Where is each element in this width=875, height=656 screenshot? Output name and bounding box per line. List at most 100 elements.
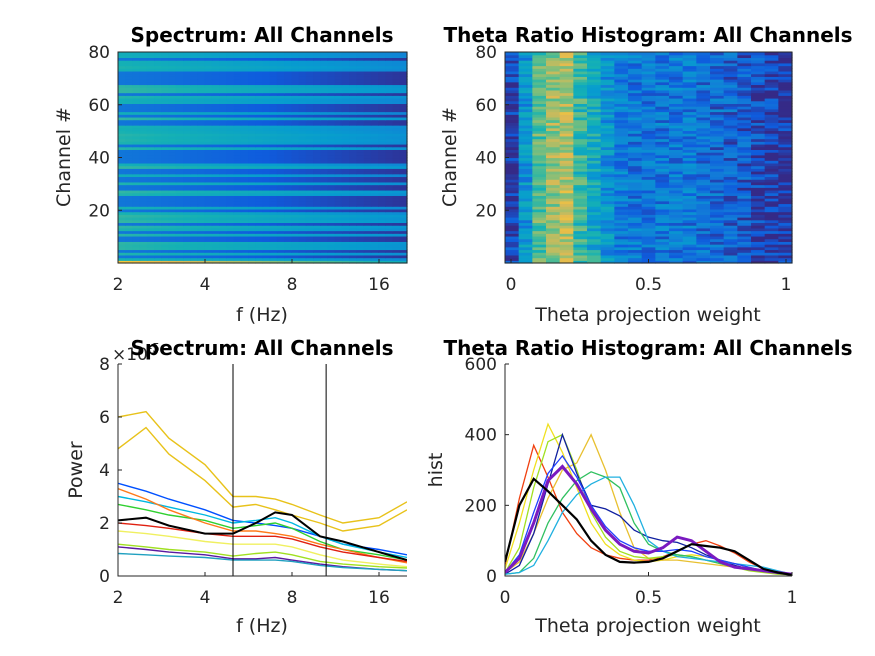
heatmap-cell xyxy=(385,143,394,148)
heatmap-cell xyxy=(233,154,242,159)
heatmap-cell xyxy=(710,160,725,164)
heatmap-cell xyxy=(146,162,155,167)
heatmap-cell xyxy=(778,79,793,83)
heatmap-cell xyxy=(696,195,711,199)
heatmap-cell xyxy=(154,192,162,196)
heatmap-cell xyxy=(723,157,738,161)
heatmap-cell xyxy=(710,87,725,91)
heatmap-cell xyxy=(349,84,358,88)
heatmap-cell xyxy=(175,154,184,159)
heatmap-cell xyxy=(233,238,242,242)
heatmap-cell xyxy=(392,100,401,104)
heatmap-cell xyxy=(204,95,213,99)
heatmap-cell xyxy=(334,81,343,86)
heatmap-cell xyxy=(262,171,271,175)
heatmap-cell xyxy=(385,162,394,167)
heatmap-cell xyxy=(723,203,738,207)
heatmap-cell xyxy=(370,89,379,94)
heatmap-cell xyxy=(313,68,321,72)
heatmap-cell xyxy=(641,92,656,96)
heatmap-cell xyxy=(320,187,329,191)
heatmap-cell xyxy=(327,214,336,218)
heatmap-cell xyxy=(669,141,684,145)
heatmap-cell xyxy=(778,52,793,56)
heatmap-cell xyxy=(168,165,177,169)
heatmap-cell xyxy=(696,95,711,99)
heatmap-cell xyxy=(204,195,213,199)
heatmap-cell xyxy=(723,187,738,191)
heatmap-cell xyxy=(211,76,220,80)
heatmap-cell xyxy=(334,127,343,132)
heatmap-cell xyxy=(587,230,602,234)
heatmap-cell xyxy=(204,114,213,118)
heatmap-cell xyxy=(276,108,285,113)
heatmap-cell xyxy=(573,68,588,72)
heatmap-cell xyxy=(291,254,300,259)
heatmap-cell xyxy=(614,70,629,75)
heatmap-cell xyxy=(356,254,365,259)
heatmap-cell xyxy=(211,127,220,132)
heatmap-cell xyxy=(764,200,779,205)
heatmap-cell xyxy=(255,89,264,94)
heatmap-cell xyxy=(764,187,779,191)
heatmap-cell xyxy=(255,173,264,178)
heatmap-cell xyxy=(385,70,394,75)
heatmap-cell xyxy=(139,214,148,218)
heatmap-cell xyxy=(349,214,358,218)
heatmap-cell xyxy=(269,233,278,237)
heatmap-cell xyxy=(573,141,588,145)
heatmap-cell xyxy=(628,254,643,259)
heatmap-cell xyxy=(298,187,307,191)
heatmap-cell xyxy=(655,92,670,96)
heatmap-cell xyxy=(298,189,307,194)
series-line-blue-main xyxy=(505,454,792,575)
heatmap-cell xyxy=(197,162,206,167)
heatmap-cell xyxy=(248,249,256,253)
heatmap-cell xyxy=(587,70,602,75)
heatmap-cell xyxy=(737,211,752,215)
heatmap-cell xyxy=(262,208,271,213)
heatmap-cell xyxy=(327,217,336,221)
heatmap-cell xyxy=(125,252,134,256)
heatmap-cell xyxy=(276,76,285,80)
heatmap-cell xyxy=(248,208,256,213)
heatmap-cell xyxy=(233,230,242,234)
heatmap-cell xyxy=(505,106,520,110)
heatmap-cell xyxy=(183,203,191,207)
heatmap-cell xyxy=(146,165,155,169)
heatmap-cell xyxy=(139,95,148,99)
heatmap-cell xyxy=(370,76,379,80)
heatmap-cell xyxy=(132,160,141,164)
heatmap-cell xyxy=(399,211,408,215)
heatmap-cell xyxy=(211,233,220,237)
heatmap-cell xyxy=(641,119,656,123)
heatmap-cell xyxy=(341,87,350,91)
heatmap-cell xyxy=(518,130,533,134)
heatmap-cell xyxy=(614,114,629,118)
heatmap-cell xyxy=(341,184,350,188)
heatmap-cell xyxy=(161,176,170,180)
heatmap-cell xyxy=(139,252,148,256)
heatmap-cell xyxy=(291,219,300,224)
heatmap-cell xyxy=(587,181,602,186)
heatmap-cell xyxy=(269,108,278,113)
heatmap-cell xyxy=(183,252,191,256)
heatmap-cell xyxy=(669,154,684,159)
heatmap-cell xyxy=(276,162,285,167)
heatmap-cell xyxy=(183,95,191,99)
heatmap-cell xyxy=(573,187,588,191)
heatmap-cell xyxy=(505,125,520,129)
heatmap-cell xyxy=(546,249,561,253)
heatmap-cell xyxy=(764,116,779,121)
heatmap-cell xyxy=(219,241,227,245)
heatmap-cell xyxy=(146,52,155,56)
heatmap-cell xyxy=(320,111,329,115)
heatmap-cell xyxy=(175,100,184,104)
heatmap-cell xyxy=(313,219,321,224)
heatmap-cell xyxy=(154,127,162,132)
heatmap-cell xyxy=(628,227,643,232)
heatmap-cell xyxy=(628,235,643,240)
heatmap-cell xyxy=(190,198,199,202)
heatmap-cell xyxy=(356,206,365,210)
heatmap-cell xyxy=(532,62,547,67)
